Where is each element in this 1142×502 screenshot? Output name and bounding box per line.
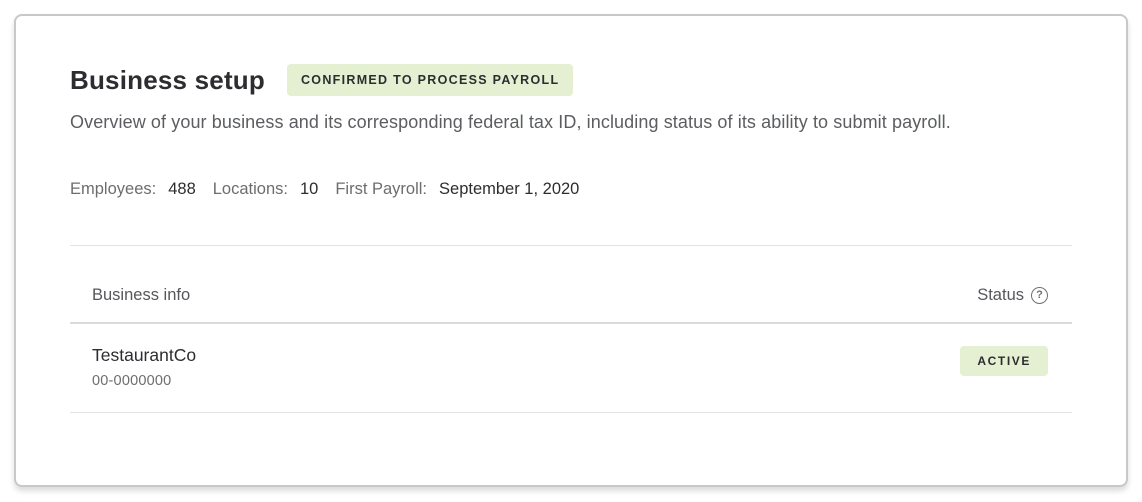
business-setup-card: Business setup CONFIRMED TO PROCESS PAYR… [14,14,1128,487]
title-row: Business setup CONFIRMED TO PROCESS PAYR… [70,64,1072,96]
employees-value: 488 [168,180,196,198]
locations-label: Locations: [212,180,288,198]
column-status: Status ? [977,286,1048,305]
business-table-row: TestaurantCo 00-0000000 ACTIVE [70,324,1072,413]
first-payroll-value: September 1, 2020 [439,180,580,198]
business-name: TestaurantCo [92,345,197,365]
active-status-badge: ACTIVE [960,346,1048,376]
column-business-info: Business info [92,286,191,304]
table-header: Business info Status ? [70,286,1072,305]
page-title: Business setup [70,64,265,95]
page-description: Overview of your business and its corres… [70,112,951,132]
first-payroll-label: First Payroll: [335,180,428,198]
table-header-rule [70,322,1072,324]
locations-value: 10 [299,180,319,198]
status-column-label: Status [977,286,1024,304]
confirmed-payroll-badge: CONFIRMED TO PROCESS PAYROLL [286,64,574,96]
business-ein: 00-0000000 [92,373,172,389]
business-info-cell: TestaurantCo 00-0000000 [92,345,196,389]
employees-label: Employees: [70,180,157,198]
question-circle-icon[interactable]: ? [1031,287,1048,304]
stats-row: Employees: 488 Locations: 10 First Payro… [70,180,1072,199]
section-divider [70,245,1072,246]
